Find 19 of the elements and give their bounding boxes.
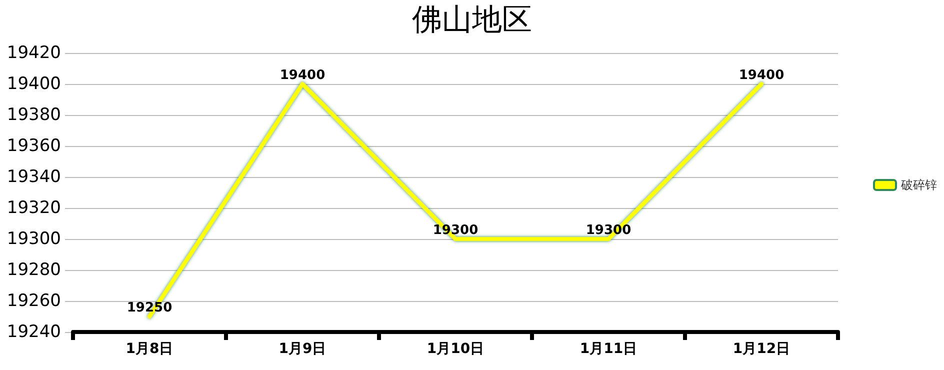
data-label: 19400 [280, 68, 326, 83]
y-tick-label: 19300 [6, 229, 61, 249]
y-tick-label: 19260 [6, 291, 61, 311]
y-tick-label: 19360 [6, 136, 61, 156]
x-tick-label: 1月11日 [580, 341, 638, 357]
data-label: 19400 [738, 68, 784, 83]
x-tick-label: 1月12日 [732, 341, 790, 357]
x-tick-label: 1月9日 [278, 341, 326, 357]
y-tick-label: 19380 [6, 105, 61, 125]
y-tick-label: 19400 [6, 74, 61, 94]
y-tick-label: 19240 [6, 322, 61, 342]
y-tick-label: 19340 [6, 167, 61, 187]
y-tick-label: 19280 [6, 260, 61, 280]
y-tick-label: 19420 [6, 43, 61, 63]
x-tick-label: 1月10日 [426, 341, 484, 357]
legend-label: 破碎锌 [900, 178, 937, 192]
y-tick-label: 19320 [6, 198, 61, 218]
chart-title: 佛山地区 [412, 2, 532, 38]
x-tick-label: 1月8日 [126, 341, 174, 357]
